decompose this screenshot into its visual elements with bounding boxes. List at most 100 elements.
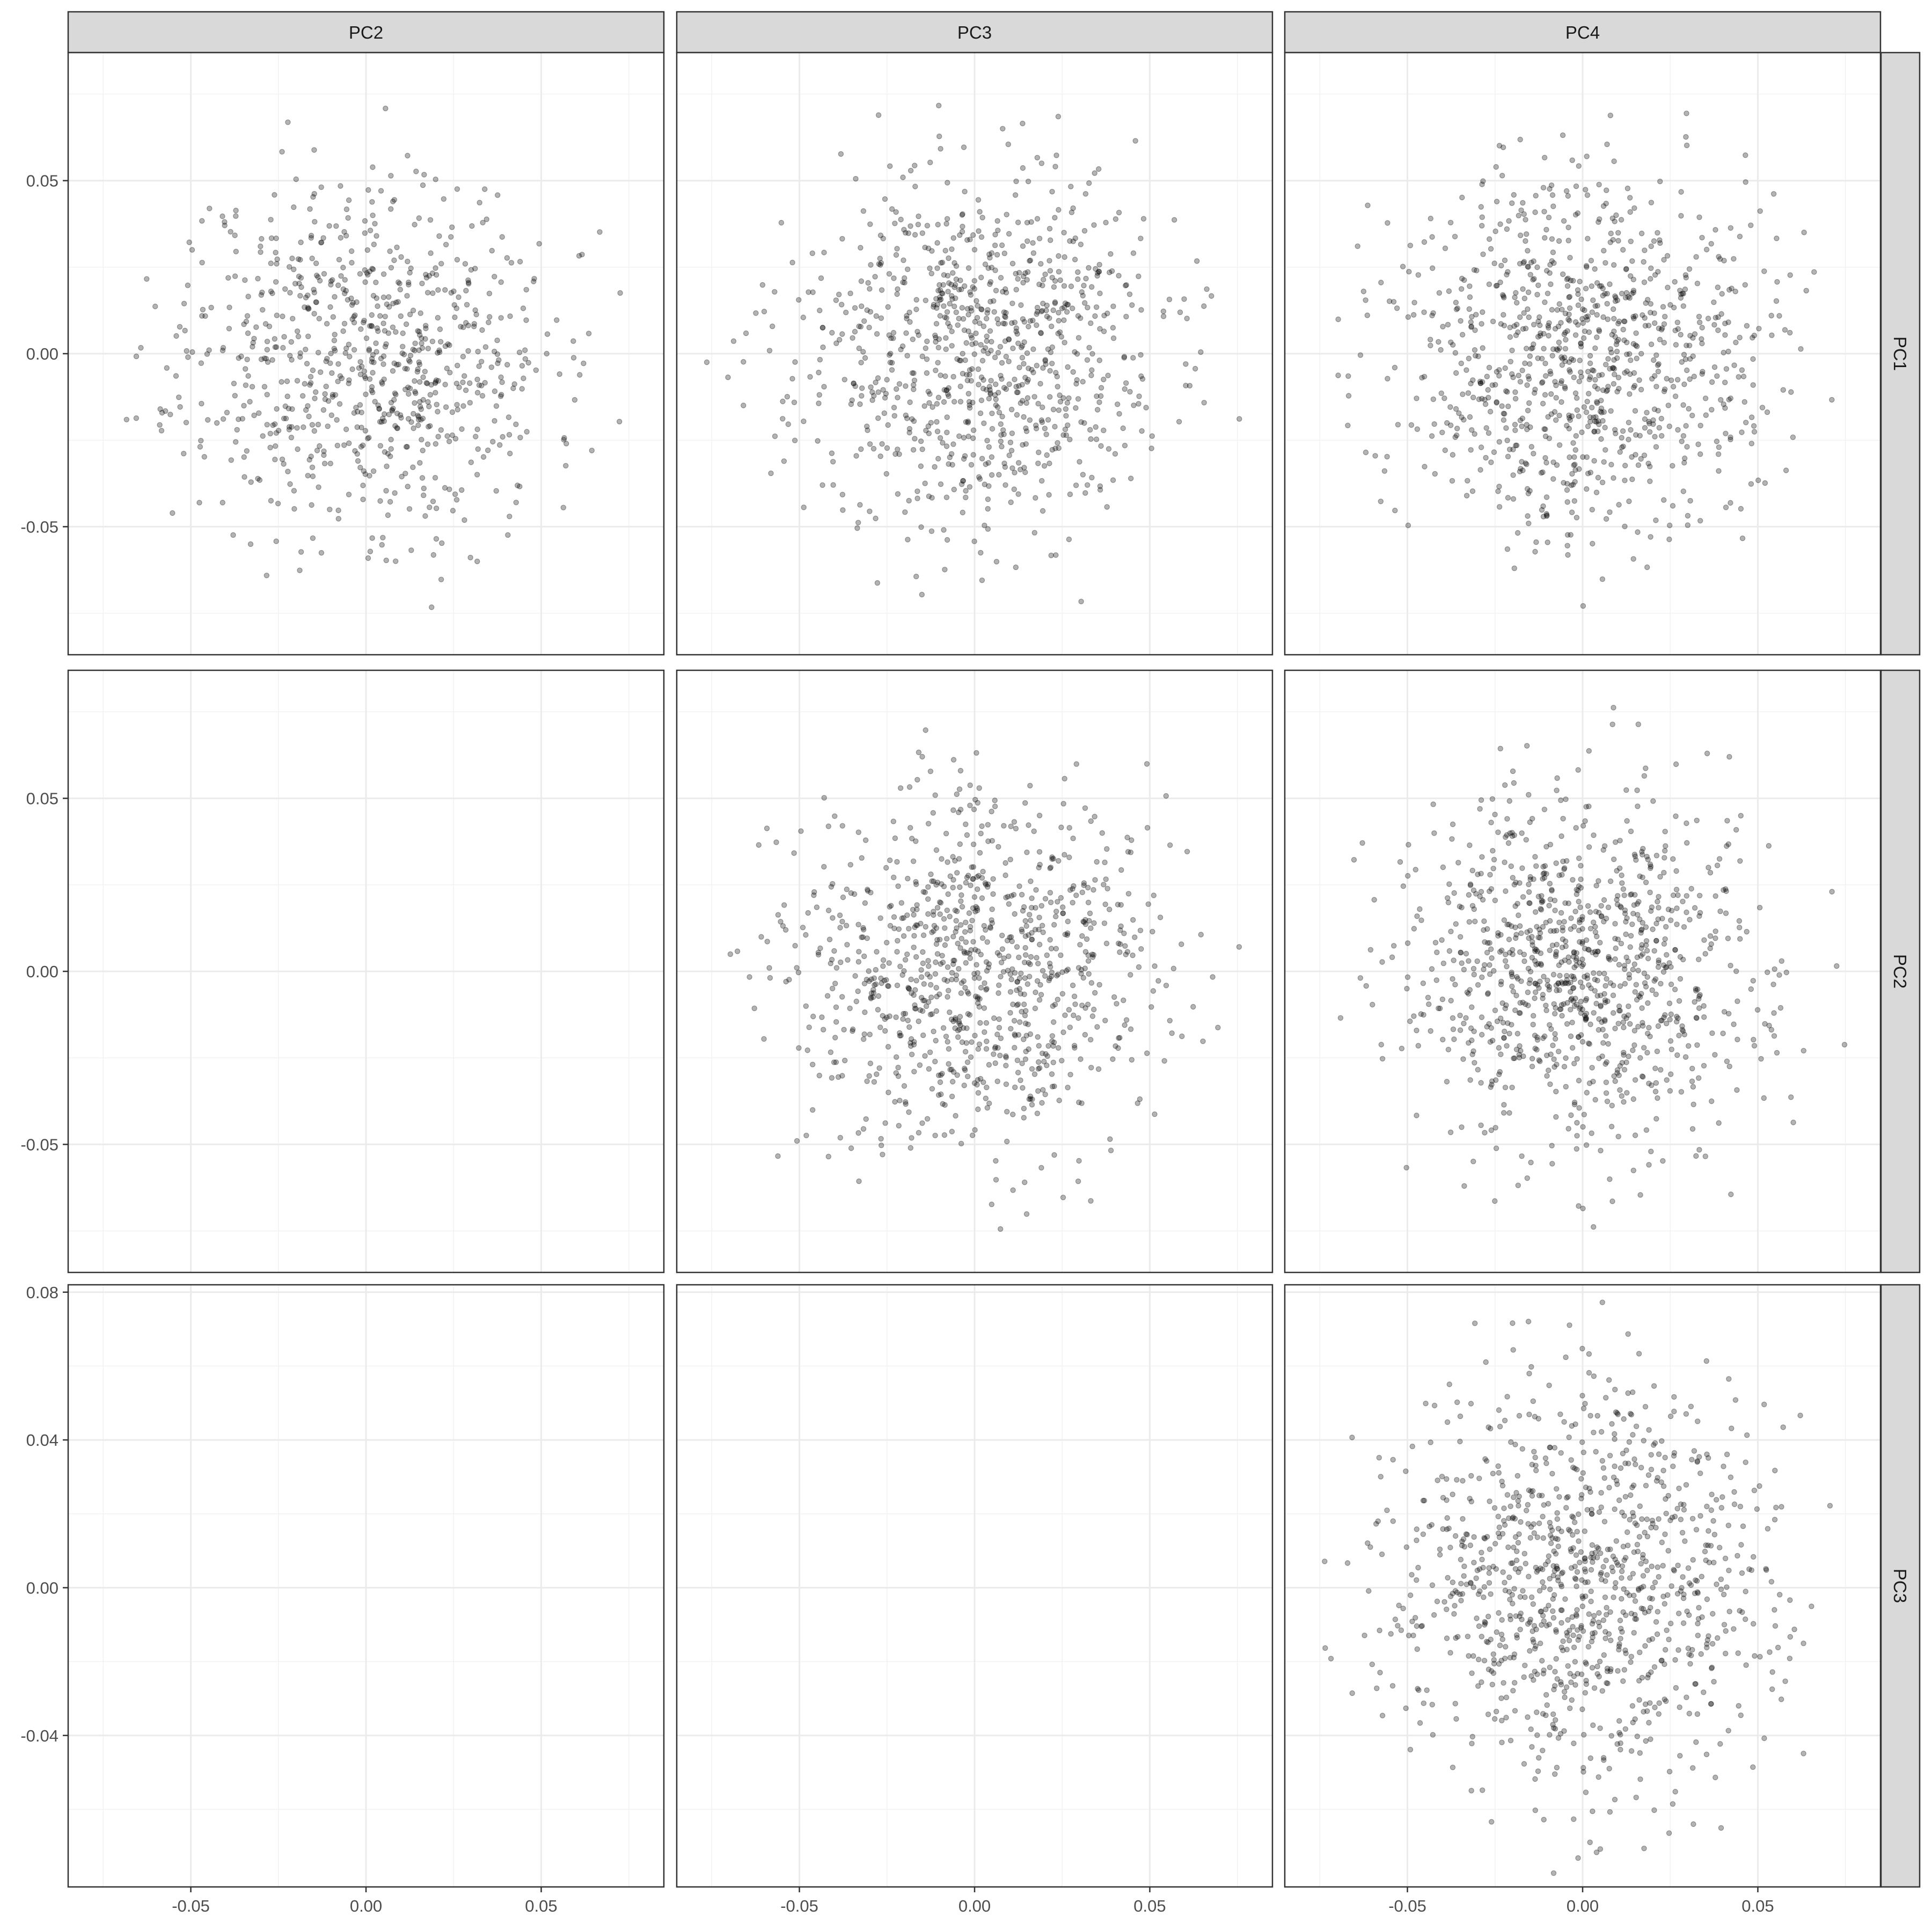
scatter-point — [1723, 366, 1730, 372]
scatter-point — [1144, 761, 1150, 767]
scatter-point — [1521, 211, 1527, 217]
scatter-point — [321, 452, 327, 458]
scatter-point — [281, 334, 287, 340]
scatter-point — [1541, 807, 1548, 813]
scatter-point — [983, 927, 989, 933]
scatter-point — [1577, 357, 1583, 363]
scatter-point — [956, 786, 963, 792]
scatter-point — [1653, 517, 1659, 523]
scatter-point — [1690, 1101, 1696, 1108]
scatter-point — [1484, 949, 1490, 956]
scatter-point — [305, 333, 311, 340]
scatter-point — [1613, 945, 1619, 952]
scatter-point — [1532, 909, 1539, 915]
scatter-point — [950, 374, 956, 380]
scatter-point — [894, 246, 900, 252]
scatter-point — [1590, 949, 1596, 956]
scatter-point — [430, 290, 436, 296]
scatter-point — [304, 361, 310, 367]
scatter-point — [207, 206, 213, 211]
scatter-point — [1530, 1021, 1536, 1028]
scatter-point — [1502, 1028, 1507, 1035]
scatter-point — [1774, 279, 1780, 285]
scatter-point — [1513, 992, 1519, 999]
scatter-point — [1737, 936, 1743, 942]
scatter-point — [809, 250, 816, 257]
scatter-point — [871, 975, 877, 981]
scatter-point — [831, 1059, 837, 1065]
scatter-point — [1461, 1573, 1467, 1579]
scatter-point — [1019, 343, 1026, 349]
scatter-point — [949, 462, 955, 468]
scatter-point — [938, 481, 944, 487]
scatter-point — [1621, 966, 1628, 972]
scatter-point — [1489, 955, 1495, 961]
scatter-point — [1739, 535, 1746, 541]
scatter-point — [1627, 391, 1633, 397]
scatter-point — [1713, 227, 1718, 233]
scatter-point — [200, 306, 206, 313]
scatter-point — [1461, 417, 1467, 423]
scatter-point — [453, 497, 460, 503]
scatter-point — [1788, 1094, 1794, 1100]
scatter-point — [996, 1016, 1002, 1022]
scatter-point — [1497, 745, 1503, 752]
scatter-point — [1065, 918, 1071, 925]
scatter-point — [1540, 503, 1546, 509]
scatter-point — [1018, 1077, 1023, 1084]
scatter-point — [1630, 341, 1636, 347]
scatter-point — [1496, 1470, 1502, 1476]
scatter-point — [425, 399, 431, 405]
scatter-point — [1525, 513, 1531, 519]
scatter-point — [916, 1018, 921, 1024]
scatter-point — [308, 232, 314, 239]
scatter-point — [925, 911, 931, 917]
scatter-point — [969, 335, 975, 341]
scatter-point — [838, 151, 844, 157]
scatter-point — [955, 1028, 961, 1034]
scatter-point — [909, 1051, 915, 1058]
scatter-point — [998, 421, 1004, 427]
scatter-point — [406, 280, 412, 286]
scatter-point — [1096, 399, 1102, 405]
scatter-point — [910, 336, 916, 342]
scatter-point — [1040, 365, 1046, 371]
scatter-point — [243, 382, 249, 389]
scatter-point — [1706, 865, 1711, 870]
scatter-point — [1589, 367, 1596, 373]
scatter-point — [1025, 178, 1031, 185]
scatter-point — [967, 955, 974, 961]
scatter-point — [1604, 1059, 1609, 1065]
scatter-point — [951, 303, 957, 310]
scatter-point — [1430, 801, 1436, 807]
scatter-point — [307, 382, 313, 388]
scatter-point — [1461, 1020, 1467, 1027]
scatter-point — [1756, 326, 1762, 332]
scatter-point — [1470, 1158, 1476, 1165]
scatter-point — [860, 208, 867, 214]
scatter-point — [1021, 414, 1027, 420]
scatter-point — [273, 250, 279, 255]
scatter-point — [1036, 849, 1043, 855]
scatter-point — [837, 1135, 844, 1141]
scatter-point — [1489, 796, 1496, 802]
scatter-point — [855, 829, 862, 836]
scatter-point — [493, 488, 499, 494]
scatter-point — [965, 991, 971, 997]
scatter-point — [1534, 1046, 1540, 1053]
scatter-point — [267, 430, 273, 437]
scatter-point — [1545, 977, 1550, 984]
scatter-point — [343, 206, 350, 213]
scatter-point — [1038, 903, 1045, 909]
scatter-point — [1628, 1659, 1634, 1665]
scatter-point — [1414, 913, 1420, 919]
scatter-point — [1596, 372, 1602, 378]
scatter-point — [380, 361, 386, 367]
scatter-point — [1459, 275, 1465, 282]
scatter-point — [402, 386, 408, 392]
scatter-point — [969, 366, 975, 372]
scatter-point — [1617, 838, 1623, 844]
scatter-point — [958, 990, 964, 996]
scatter-point — [298, 275, 304, 281]
scatter-point — [1098, 443, 1104, 449]
